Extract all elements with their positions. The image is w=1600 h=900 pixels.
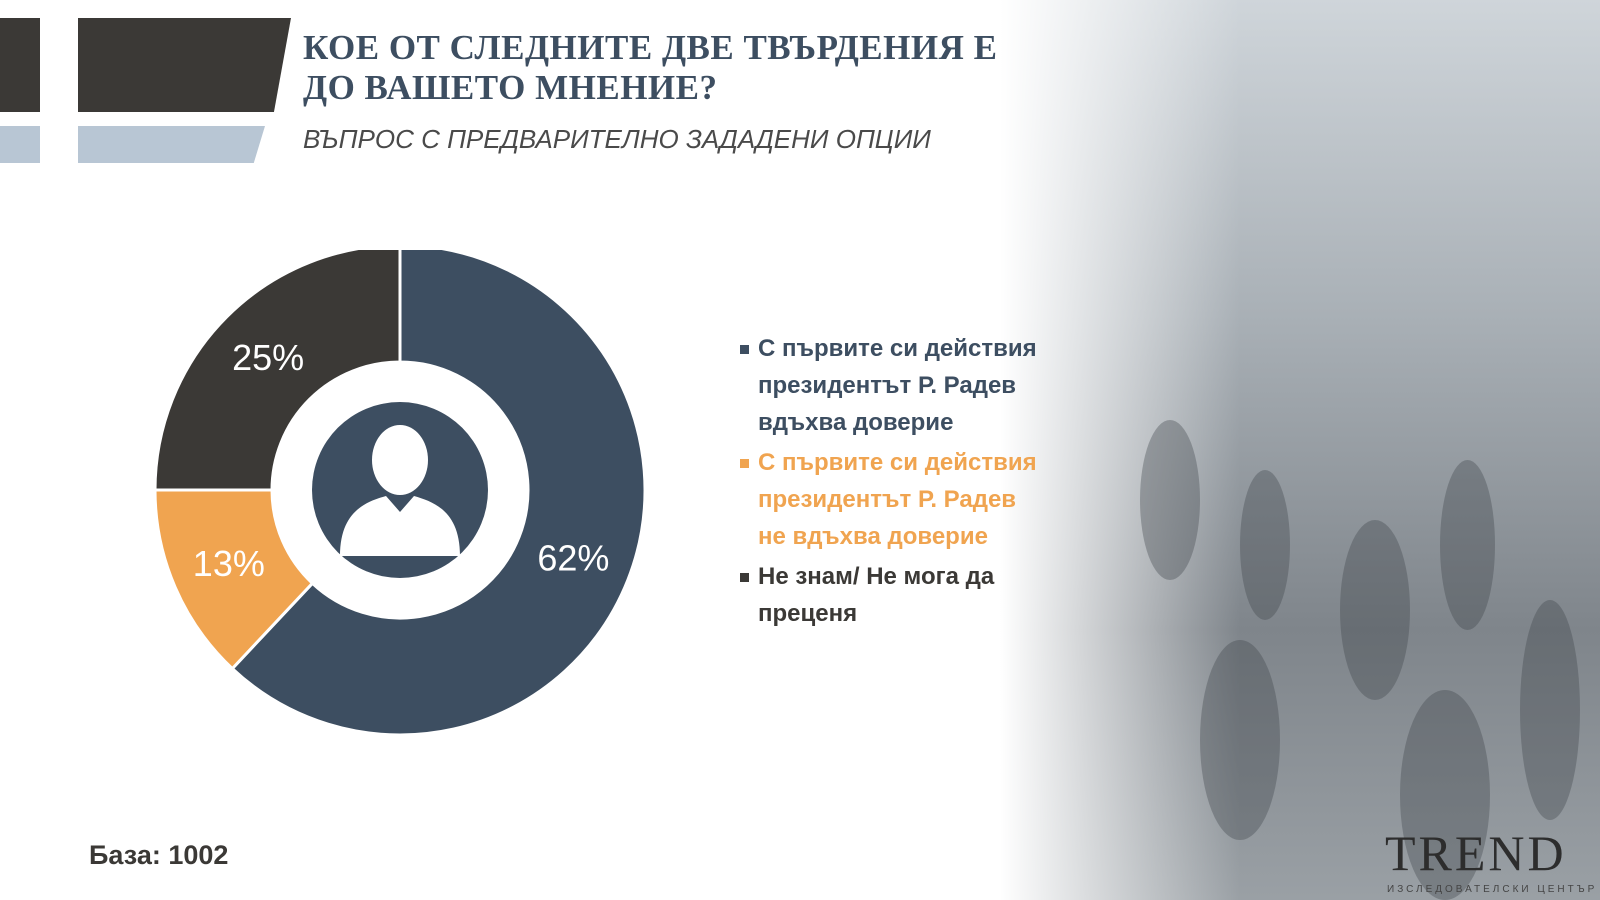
header-decor-bar-light-left bbox=[0, 126, 40, 163]
donut-chart: 62% 13% 25% bbox=[153, 250, 647, 737]
slice-no-trust-label: 13% bbox=[193, 543, 265, 584]
legend-item-no-trust: С първите си действия президентът Р. Рад… bbox=[740, 444, 1037, 555]
legend-item-no-trust-line2: президентът Р. Радев bbox=[758, 486, 1017, 513]
legend-item-dont-know-line1: Не знам/ Не мога да bbox=[758, 563, 995, 590]
slice-dont-know-label: 25% bbox=[232, 337, 304, 378]
legend-item-trust: С първите си действия президентът Р. Рад… bbox=[740, 330, 1037, 441]
legend-item-dont-know: Не знам/ Не мога да преценя bbox=[740, 558, 994, 632]
header-decor-bar-dark-left bbox=[0, 18, 40, 112]
legend-item-trust-line2: президентът Р. Радев bbox=[758, 372, 1017, 399]
page-title-line-2: ДО ВАШЕТО МНЕНИЕ? bbox=[303, 68, 718, 107]
trend-logo-wordmark: TREND bbox=[1385, 825, 1567, 881]
slice-trust bbox=[230, 250, 647, 737]
legend-marker-trust bbox=[740, 345, 749, 354]
legend-item-trust-line3: вдъхва доверие bbox=[758, 409, 954, 436]
trend-logo: TREND ИЗСЛЕДОВАТЕЛСКИ ЦЕНТЪР bbox=[1385, 824, 1600, 900]
slice-trust-label: 62% bbox=[537, 538, 609, 579]
legend-marker-no-trust bbox=[740, 459, 749, 468]
legend-item-no-trust-line3: не вдъхва доверие bbox=[758, 523, 988, 550]
slice-dont-know bbox=[153, 250, 402, 492]
legend-item-dont-know-line2: преценя bbox=[758, 600, 858, 627]
legend-item-no-trust-line1: С първите си действия bbox=[758, 449, 1037, 476]
header-decor-bar-dark bbox=[78, 18, 291, 112]
legend-marker-dont-know bbox=[740, 573, 749, 582]
trend-logo-subtitle: ИЗСЛЕДОВАТЕЛСКИ ЦЕНТЪР bbox=[1387, 884, 1598, 895]
header-decor-bar-light bbox=[78, 126, 265, 163]
sample-base-label: База: 1002 bbox=[89, 840, 229, 870]
legend-item-trust-line1: С първите си действия bbox=[758, 335, 1037, 362]
person-silhouette-icon bbox=[340, 425, 460, 556]
background-crowd-photo bbox=[1000, 0, 1600, 900]
page-subtitle: ВЪПРОС С ПРЕДВАРИТЕЛНО ЗАДАДЕНИ ОПЦИИ bbox=[303, 124, 931, 154]
